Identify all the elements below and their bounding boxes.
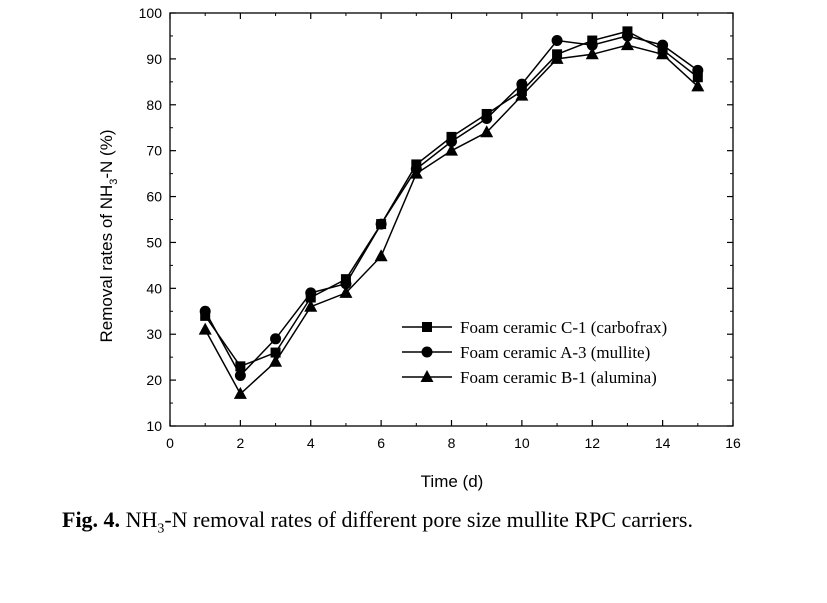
data-point-triangle (233, 386, 247, 399)
x-tick-label: 4 (307, 435, 315, 451)
plot-frame (169, 12, 734, 427)
data-point-triangle (374, 249, 388, 262)
y-tick-label: 20 (146, 372, 162, 388)
data-point-circle (481, 113, 493, 125)
data-point-triangle (198, 322, 212, 335)
y-tick-label: 30 (146, 326, 162, 342)
data-point-triangle (620, 38, 634, 51)
data-point-triangle (445, 143, 458, 156)
data-point-circle (551, 35, 563, 47)
y-tick-label: 10 (146, 418, 162, 434)
data-point-circle (446, 135, 457, 147)
ticks: 0 2 4 6 8 10 12 14 16 10 20 30 40 50 60 70 80 90 100 (139, 5, 741, 451)
data-point-triangle (550, 51, 564, 64)
data-point-circle (375, 218, 387, 230)
legend-item: Foam ceramic C-1 (carbofrax) (402, 318, 667, 337)
x-axis-title: Time (d) (421, 472, 484, 491)
data-point-circle (692, 64, 704, 76)
y-tick-label: 40 (146, 280, 162, 296)
data-point-triangle (656, 47, 670, 60)
series-triangle (198, 38, 705, 399)
x-tick-label: 0 (166, 435, 174, 451)
y-axis-title-main: Removal rates of NH (97, 185, 116, 343)
data-point-triangle (691, 79, 705, 92)
legend-label: Foam ceramic C-1 (carbofrax) (460, 318, 667, 337)
x-tick-label: 12 (584, 435, 600, 451)
legend-item: Foam ceramic B-1 (alumina) (402, 368, 657, 387)
x-tick-label: 14 (655, 435, 671, 451)
data-point-square (692, 72, 703, 83)
caption-text-1: NH (120, 507, 158, 532)
data-point-triangle (339, 285, 353, 298)
data-point-circle (305, 287, 317, 299)
y-tick-label: 70 (146, 143, 162, 159)
data-point-triangle (269, 354, 283, 367)
data-point-triangle (480, 125, 494, 138)
data-point-circle (270, 333, 282, 345)
data-point-triangle (515, 88, 529, 101)
x-tick-label: 6 (377, 435, 385, 451)
caption-subscript: 3 (157, 521, 165, 537)
data-point-circle (199, 305, 211, 317)
y-tick-label: 50 (146, 234, 162, 250)
y-tick-label: 60 (146, 189, 162, 205)
data-point-circle (621, 30, 633, 42)
legend-marker-triangle (420, 370, 434, 382)
series-layer (198, 26, 705, 399)
legend-label: Foam ceramic A-3 (mullite) (460, 343, 650, 362)
axes (169, 12, 734, 427)
y-axis-title: Removal rates of NH3-N (%) (97, 129, 120, 342)
data-point-circle (657, 39, 669, 51)
legend-item: Foam ceramic A-3 (mullite) (402, 343, 650, 362)
y-tick-label: 100 (139, 5, 163, 21)
x-tick-label: 10 (514, 435, 530, 451)
y-tick-label: 90 (146, 51, 162, 67)
x-tick-label: 2 (236, 435, 244, 451)
data-point-triangle (409, 166, 423, 179)
legend-marker-square (422, 322, 432, 332)
caption-text-2: -N removal rates of different pore size … (164, 507, 693, 532)
series-circle (199, 30, 704, 382)
data-point-square (235, 361, 246, 372)
data-point-circle (234, 370, 246, 382)
data-point-square (270, 347, 281, 358)
data-point-circle (586, 39, 598, 51)
data-point-triangle (585, 47, 599, 60)
x-tick-label: 8 (448, 435, 456, 451)
caption-label: Fig. 4. (62, 507, 121, 532)
legend-marker-circle (421, 346, 433, 358)
legend: Foam ceramic C-1 (carbofrax) Foam ceramic… (402, 318, 667, 387)
y-axis-title-tail: -N (%) (97, 129, 116, 178)
figure-caption: Fig. 4. NH3-N removal rates of different… (62, 506, 774, 543)
y-axis-title-subscript: 3 (108, 179, 120, 185)
series-line-square (204, 30, 699, 368)
data-point-triangle (304, 299, 318, 312)
chart-svg: 0 2 4 6 8 10 12 14 16 10 20 30 40 50 60 70 80 90 100 Foam … (97, 5, 741, 491)
legend-label: Foam ceramic B-1 (alumina) (460, 368, 657, 387)
x-tick-label: 16 (725, 435, 741, 451)
data-point-circle (340, 278, 352, 290)
data-point-circle (516, 78, 528, 90)
y-tick-label: 80 (146, 97, 162, 113)
